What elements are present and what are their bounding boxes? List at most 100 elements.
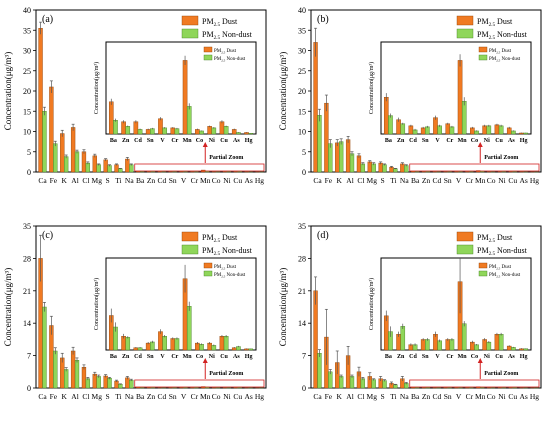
- bar-nondust: [53, 143, 58, 173]
- inset-bar-nondust: [388, 115, 393, 135]
- inset-y-label: Concentration(μg/m³): [368, 278, 375, 330]
- inset-x-tick-label: Cd: [134, 354, 142, 360]
- x-tick-label: Ba: [136, 176, 145, 185]
- bar-nondust: [85, 378, 91, 389]
- inset-legend-swatch-nondust: [478, 54, 488, 61]
- y-tick-label: 5: [27, 148, 31, 157]
- inset-x-tick-label: Ni: [209, 138, 215, 144]
- bar-nondust: [339, 376, 344, 389]
- inset-x-tick-label: V: [160, 354, 165, 360]
- zoom-region-box: [409, 379, 540, 388]
- inset-bar-nondust: [113, 119, 118, 135]
- x-tick-label: Mn: [475, 392, 486, 401]
- bar-dust: [81, 366, 87, 389]
- y-tick-label: 20: [298, 87, 306, 96]
- inset-x-tick-label: Cr: [171, 138, 178, 144]
- x-tick-label: Na: [400, 392, 409, 401]
- inset-legend-swatch-dust: [203, 46, 213, 53]
- inset-x-tick-label: Hg: [245, 138, 253, 144]
- inset-x-tick-label: Cr: [171, 354, 178, 360]
- inset-bar-nondust: [174, 338, 180, 351]
- bar-nondust: [85, 162, 91, 173]
- inset-bar-dust: [445, 339, 451, 351]
- inset-bar-dust: [457, 60, 463, 135]
- x-tick-label: Al: [346, 392, 354, 401]
- bar-dust: [313, 290, 318, 389]
- inset-x-tick-label: Sn: [147, 354, 154, 360]
- bar-nondust: [371, 379, 376, 389]
- zoom-label: Partial Zoom: [209, 155, 243, 161]
- x-tick-label: Sn: [444, 392, 452, 401]
- x-tick-label: Mn: [475, 176, 486, 185]
- legend-label-dust: PM2.5 Dust: [477, 17, 513, 28]
- x-tick-label: Cr: [191, 176, 199, 185]
- inset-bar-nondust: [186, 106, 192, 135]
- inset-bar-nondust: [400, 326, 406, 351]
- x-tick-label: Ca: [38, 392, 47, 401]
- zoom-arrow-head: [477, 142, 483, 147]
- y-tick-label: 21: [23, 287, 31, 296]
- x-tick-label: Ni: [223, 392, 231, 401]
- inset-legend-label-dust: PM2.5 Dust: [214, 265, 237, 270]
- bar-dust: [114, 380, 119, 389]
- inset-x-tick-label: Mn: [458, 354, 468, 360]
- y-tick-label: 20: [23, 87, 31, 96]
- legend-label-dust: PM2.5 Dust: [202, 233, 238, 244]
- bar-nondust: [96, 376, 101, 389]
- inset-frame: [105, 41, 257, 135]
- x-tick-label: V: [456, 392, 462, 401]
- inset-bar-dust: [494, 124, 500, 135]
- x-tick-label: Cd: [157, 176, 166, 185]
- x-tick-label: Mg: [367, 176, 378, 185]
- legend-label-nondust: PM2.5 Non-dust: [477, 30, 528, 41]
- y-tick-label: 25: [298, 67, 306, 76]
- y-tick-label: 15: [23, 107, 31, 116]
- x-tick-label: Na: [125, 392, 134, 401]
- inset-legend-label-nondust: PM2.5 Non-dust: [489, 273, 521, 278]
- x-tick-label: Sn: [169, 176, 177, 185]
- bar-nondust: [118, 384, 123, 389]
- inset-bar-nondust: [498, 125, 504, 135]
- legend-label-nondust: PM2.5 Non-dust: [202, 30, 253, 41]
- inset-x-tick-label: As: [233, 354, 240, 360]
- y-tick-label: 35: [23, 222, 31, 231]
- x-tick-label: Fe: [50, 392, 58, 401]
- legend-swatch-nondust: [456, 28, 474, 39]
- bar-nondust: [107, 378, 112, 389]
- y-tick-label: 35: [298, 222, 306, 231]
- chart-panel-2: 0 5 10 15 20 25 30 35 40 Concentration(μg/m³) Ca Fe…: [278, 6, 542, 185]
- y-tick-label: 30: [298, 47, 306, 56]
- bar-dust: [92, 155, 97, 173]
- x-tick-label: Na: [125, 176, 134, 185]
- panel-label: (b): [317, 14, 329, 25]
- x-tick-label: S: [106, 392, 110, 401]
- bar-dust: [324, 102, 329, 173]
- bar-dust: [356, 155, 362, 173]
- bar-nondust: [118, 168, 123, 173]
- inset-x-tick-label: V: [160, 138, 165, 144]
- inset-bar-dust: [207, 126, 212, 135]
- x-tick-label: Ca: [313, 176, 322, 185]
- inset-x-tick-label: Mn: [183, 354, 193, 360]
- x-tick-label: Cl: [357, 392, 364, 401]
- inset-bar-nondust: [437, 340, 442, 351]
- inset-x-tick-label: Ba: [110, 138, 117, 144]
- x-tick-label: Mg: [92, 392, 103, 401]
- x-tick-label: Ti: [390, 392, 396, 401]
- y-tick-label: 0: [27, 168, 31, 177]
- x-tick-label: Ca: [313, 392, 322, 401]
- y-tick-label: 30: [23, 47, 31, 56]
- x-tick-label: As: [244, 392, 252, 401]
- y-tick-label: 14: [298, 319, 306, 328]
- inset-bar-nondust: [498, 334, 504, 351]
- inset-x-tick-label: As: [233, 138, 240, 144]
- inset-bar-nondust: [125, 126, 131, 135]
- inset-x-tick-label: Sn: [422, 138, 429, 144]
- panel-label: (c): [42, 230, 53, 241]
- x-tick-label: Co: [487, 176, 496, 185]
- y-tick-label: 15: [298, 107, 306, 116]
- bar-nondust: [317, 353, 322, 389]
- inset-bar-dust: [396, 119, 401, 135]
- x-tick-label: Cd: [432, 392, 441, 401]
- bar-dust: [60, 133, 65, 173]
